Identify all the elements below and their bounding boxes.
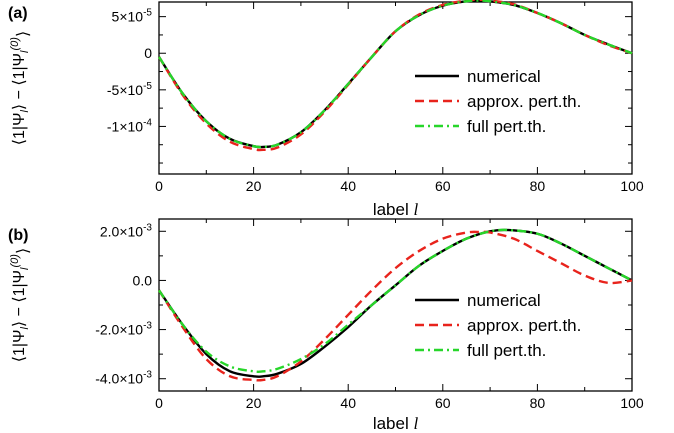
x-tick-label: 80 (530, 178, 546, 194)
y-tick-label: -2.0×10-3 (95, 321, 152, 338)
series-line-full-pert-th- (157, 0, 633, 149)
x-tick-label: 80 (530, 395, 546, 411)
x-tick-label: 60 (435, 395, 451, 411)
legend-label: full pert.th. (467, 117, 546, 136)
x-tick-label: 60 (435, 178, 451, 194)
legend-label: full pert.th. (467, 341, 546, 360)
x-tick-label: 40 (340, 178, 356, 194)
panel-a: (a) 0 20 40 60 80 100 label l 5×10-5 0 -5×10-5 -1×1… (8, 0, 644, 219)
x-tick-label: 20 (246, 395, 262, 411)
series-line-approx-pert-th- (157, 230, 633, 382)
x-tick-label: 0 (155, 395, 163, 411)
x-tick-label: 100 (620, 178, 644, 194)
panel-label: (b) (8, 227, 28, 244)
y-tick-label: 5×10-5 (112, 8, 153, 25)
series-line-full-pert-th- (158, 228, 633, 374)
y-axis-label: ⟨1|Ψl⟩ − ⟨1|Ψl(0)⟩ (9, 248, 32, 362)
legend-label: numerical (467, 291, 541, 310)
legend-label: approx. pert.th. (467, 316, 581, 335)
legend-label: numerical (467, 67, 541, 86)
y-tick-label: 0.0 (133, 272, 153, 288)
panel-label: (a) (8, 5, 28, 22)
y-tick-label: -1×10-4 (107, 117, 153, 134)
y-tick-label: 0 (144, 45, 152, 61)
y-axis-label: ⟨1|Ψl⟩ − ⟨1|Ψl(0)⟩ (9, 31, 32, 145)
panel-b: (b) 0 20 40 60 80 100 label l 2.0×10-3 0.0 -2.0×10… (8, 218, 644, 433)
x-tick-label: 20 (246, 178, 262, 194)
legend-label: approx. pert.th. (467, 92, 581, 111)
y-tick-label: -5×10-5 (107, 81, 153, 98)
x-axis-label: label l (373, 414, 419, 433)
series-line-numerical (158, 228, 633, 378)
y-tick-label: -4.0×10-3 (95, 370, 152, 387)
x-axis-label: label l (373, 200, 419, 219)
x-tick-label: 40 (340, 395, 356, 411)
y-tick-label: 2.0×10-3 (100, 222, 153, 239)
plot-frame (158, 1, 633, 175)
x-tick-label: 100 (620, 395, 644, 411)
x-tick-label: 0 (155, 178, 163, 194)
